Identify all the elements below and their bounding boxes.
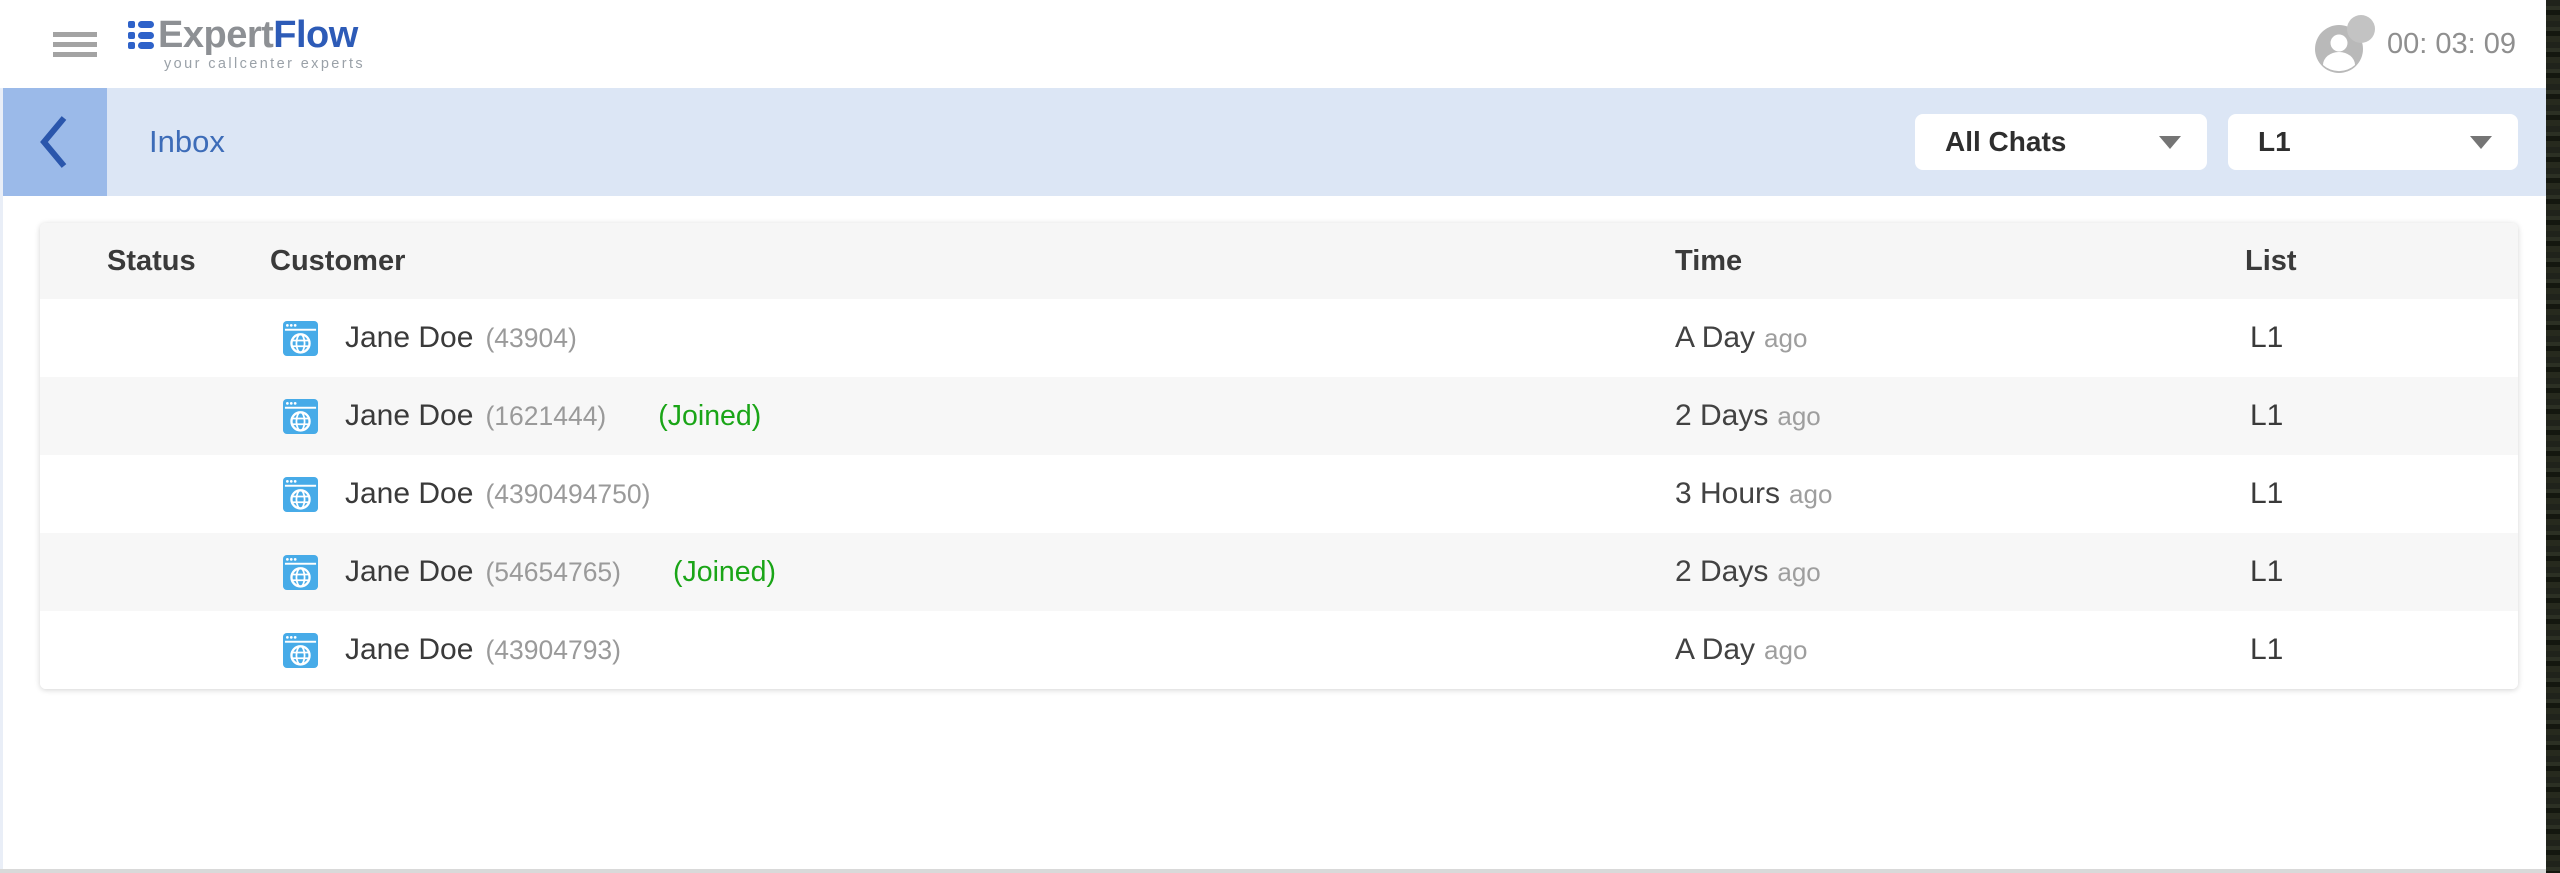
list-value: L1: [2250, 555, 2284, 588]
web-chat-channel-icon: [283, 398, 318, 434]
customer-id: (1621444): [485, 400, 607, 431]
table-header-row: Status Customer Time List: [40, 223, 2518, 299]
window-left-edge: [0, 0, 3, 873]
column-header-customer: Customer: [270, 244, 406, 277]
list-filter-dropdown[interactable]: L1: [2228, 114, 2518, 170]
hamburger-menu-icon[interactable]: [53, 31, 97, 57]
column-header-time: Time: [1675, 244, 1743, 277]
inbox-table: Status Customer Time List Jane Doe (4390…: [40, 223, 2518, 689]
session-timer: 00: 03: 09: [2387, 27, 2516, 60]
table-body: Jane Doe (43904) A Day ago L1 Jane Doe: [40, 299, 2518, 689]
back-button[interactable]: [3, 88, 107, 196]
chevron-down-icon: [2159, 135, 2181, 149]
customer-name: Jane Doe: [345, 555, 474, 588]
customer-id: (43904793): [485, 634, 621, 665]
column-header-status: Status: [107, 244, 196, 277]
logo-word-flow: Flow: [273, 14, 358, 56]
time-ago-suffix: ago: [1789, 479, 1833, 509]
chat-row[interactable]: Jane Doe (43904) A Day ago L1: [40, 299, 2518, 377]
time-value: A Day: [1675, 633, 1756, 666]
page-title: Inbox: [149, 124, 225, 159]
window-bottom-edge: [0, 869, 2546, 873]
chat-filter-dropdown[interactable]: All Chats: [1915, 114, 2207, 170]
web-chat-channel-icon: [283, 476, 318, 512]
expertflow-logo: ExpertFlow your callcenter experts: [128, 16, 365, 72]
time-value: 2 Days: [1675, 399, 1769, 432]
web-chat-channel-icon: [283, 320, 318, 356]
joined-label: (Joined): [658, 399, 762, 432]
user-avatar[interactable]: [2315, 15, 2379, 73]
chat-row[interactable]: Jane Doe (1621444) (Joined) 2 Days ago L1: [40, 377, 2518, 455]
time-ago-suffix: ago: [1777, 557, 1821, 587]
avatar-status-badge: [2347, 15, 2375, 43]
chat-row[interactable]: Jane Doe (43904793) A Day ago L1: [40, 611, 2518, 689]
list-value: L1: [2250, 633, 2284, 666]
time-ago-suffix: ago: [1764, 635, 1808, 665]
logo-tagline: your callcenter experts: [164, 56, 366, 72]
web-chat-channel-icon: [283, 632, 318, 668]
list-value: L1: [2250, 477, 2284, 510]
list-value: L1: [2250, 321, 2284, 354]
chevron-left-icon: [40, 116, 67, 168]
inbox-header-bar: Inbox All Chats L1: [3, 88, 2546, 196]
time-value: A Day: [1675, 321, 1756, 354]
column-header-list: List: [2245, 244, 2297, 277]
time-ago-suffix: ago: [1764, 323, 1808, 353]
desktop-background-strip: [2546, 0, 2560, 873]
chat-row[interactable]: Jane Doe (4390494750) 3 Hours ago L1: [40, 455, 2518, 533]
customer-name: Jane Doe: [345, 399, 474, 432]
time-value: 3 Hours: [1675, 477, 1781, 510]
chevron-down-icon: [2470, 135, 2492, 149]
chat-row[interactable]: Jane Doe (54654765) (Joined) 2 Days ago L…: [40, 533, 2518, 611]
chat-filter-value: All Chats: [1945, 126, 2067, 157]
customer-name: Jane Doe: [345, 633, 474, 666]
logo-dots-icon: [128, 21, 154, 49]
top-bar: ExpertFlow your callcenter experts 00: 0…: [0, 0, 2546, 88]
joined-label: (Joined): [673, 555, 776, 588]
time-value: 2 Days: [1675, 555, 1769, 588]
logo-word-expert: Expert: [158, 14, 274, 56]
customer-name: Jane Doe: [345, 321, 474, 354]
customer-name: Jane Doe: [345, 477, 474, 510]
list-value: L1: [2250, 399, 2284, 432]
web-chat-channel-icon: [283, 554, 318, 590]
customer-id: (54654765): [485, 556, 621, 587]
customer-id: (43904): [485, 322, 577, 353]
customer-id: (4390494750): [485, 478, 651, 509]
logo-title: ExpertFlow: [158, 16, 365, 54]
time-ago-suffix: ago: [1777, 401, 1821, 431]
list-filter-value: L1: [2258, 126, 2291, 157]
